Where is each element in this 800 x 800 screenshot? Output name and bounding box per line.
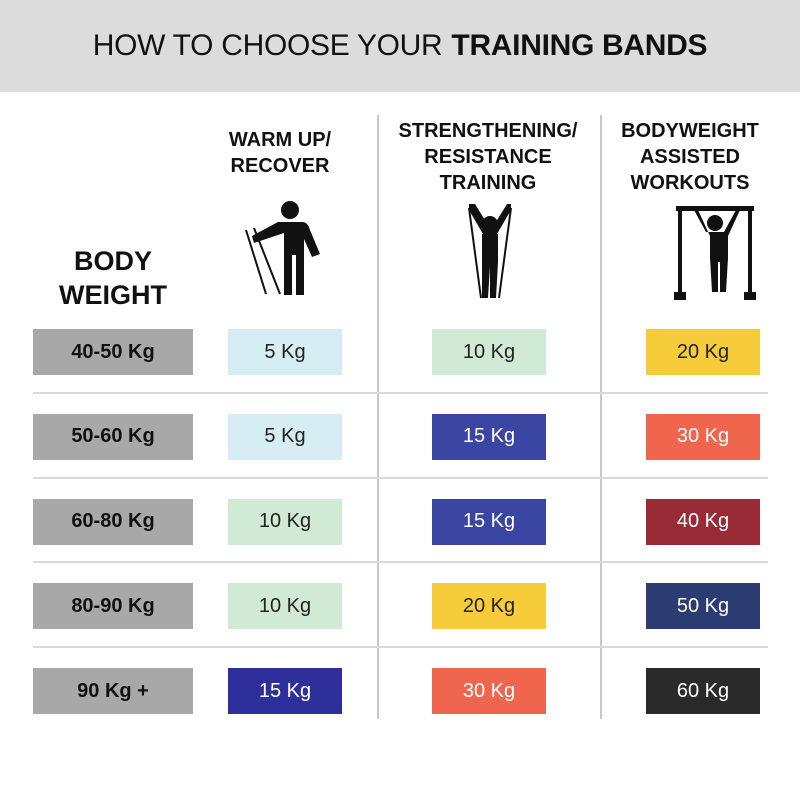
- column-header: BODYWEIGHT ASSISTED WORKOUTS: [580, 118, 800, 196]
- header-line: STRENGTHENING/: [398, 120, 578, 142]
- band-cell: 5 Kg: [228, 413, 342, 460]
- band-cell: 10 Kg: [228, 498, 342, 545]
- band-cell: 30 Kg: [646, 413, 760, 460]
- band-cell: 50 Kg: [646, 583, 760, 630]
- band-cell: 40 Kg: [646, 498, 760, 545]
- band-cell: 20 Kg: [432, 583, 546, 630]
- band-cell: 15 Kg: [228, 668, 342, 715]
- header-line: TRAINING: [439, 172, 537, 194]
- band-cell: 10 Kg: [228, 583, 342, 630]
- weight-cell: 80-90 Kg: [33, 583, 193, 630]
- band-cell: 30 Kg: [432, 668, 546, 715]
- header-line: RESISTANCE: [424, 146, 552, 168]
- column-header: STRENGTHENING/RESISTANCE TRAINING: [378, 118, 598, 196]
- header-line: ASSISTED: [639, 146, 741, 168]
- row-divider: [33, 391, 768, 394]
- weight-cell: 60-80 Kg: [33, 498, 193, 545]
- divider: [377, 115, 379, 719]
- row-divider: [33, 476, 768, 479]
- band-cell: 15 Kg: [432, 498, 546, 545]
- row-divider: [33, 561, 768, 564]
- header-line: WORKOUTS: [630, 172, 750, 194]
- weight-cell: 50-60 Kg: [33, 413, 193, 460]
- header-line: BODY: [73, 246, 152, 276]
- divider: [600, 115, 602, 719]
- header: HOW TO CHOOSE YOUR TRAINING BANDS: [0, 0, 800, 92]
- column-header: BODY WEIGHT: [3, 244, 223, 312]
- band-cell: 15 Kg: [432, 413, 546, 460]
- band-cell: 5 Kg: [228, 329, 342, 375]
- assisted-icon: [674, 206, 756, 300]
- band-cell: 10 Kg: [432, 329, 546, 375]
- row-divider: [33, 646, 768, 649]
- header-line: WEIGHT: [59, 280, 167, 310]
- header-line: WARM UP/: [228, 129, 332, 151]
- weight-cell: 90 Kg +: [33, 668, 193, 715]
- title-bold: TRAINING BANDS: [451, 29, 708, 62]
- title: HOW TO CHOOSE YOUR: [92, 29, 443, 62]
- band-cell: 20 Kg: [646, 329, 760, 375]
- weight-cell: 40-50 Kg: [33, 329, 193, 375]
- header-line: RECOVER: [230, 155, 330, 177]
- band-cell: 60 Kg: [646, 668, 760, 715]
- strength-icon: [468, 204, 512, 299]
- header-line: BODYWEIGHT: [621, 120, 759, 142]
- warmup-icon: [245, 201, 320, 295]
- column-header: WARM UP/RECOVER: [170, 127, 390, 179]
